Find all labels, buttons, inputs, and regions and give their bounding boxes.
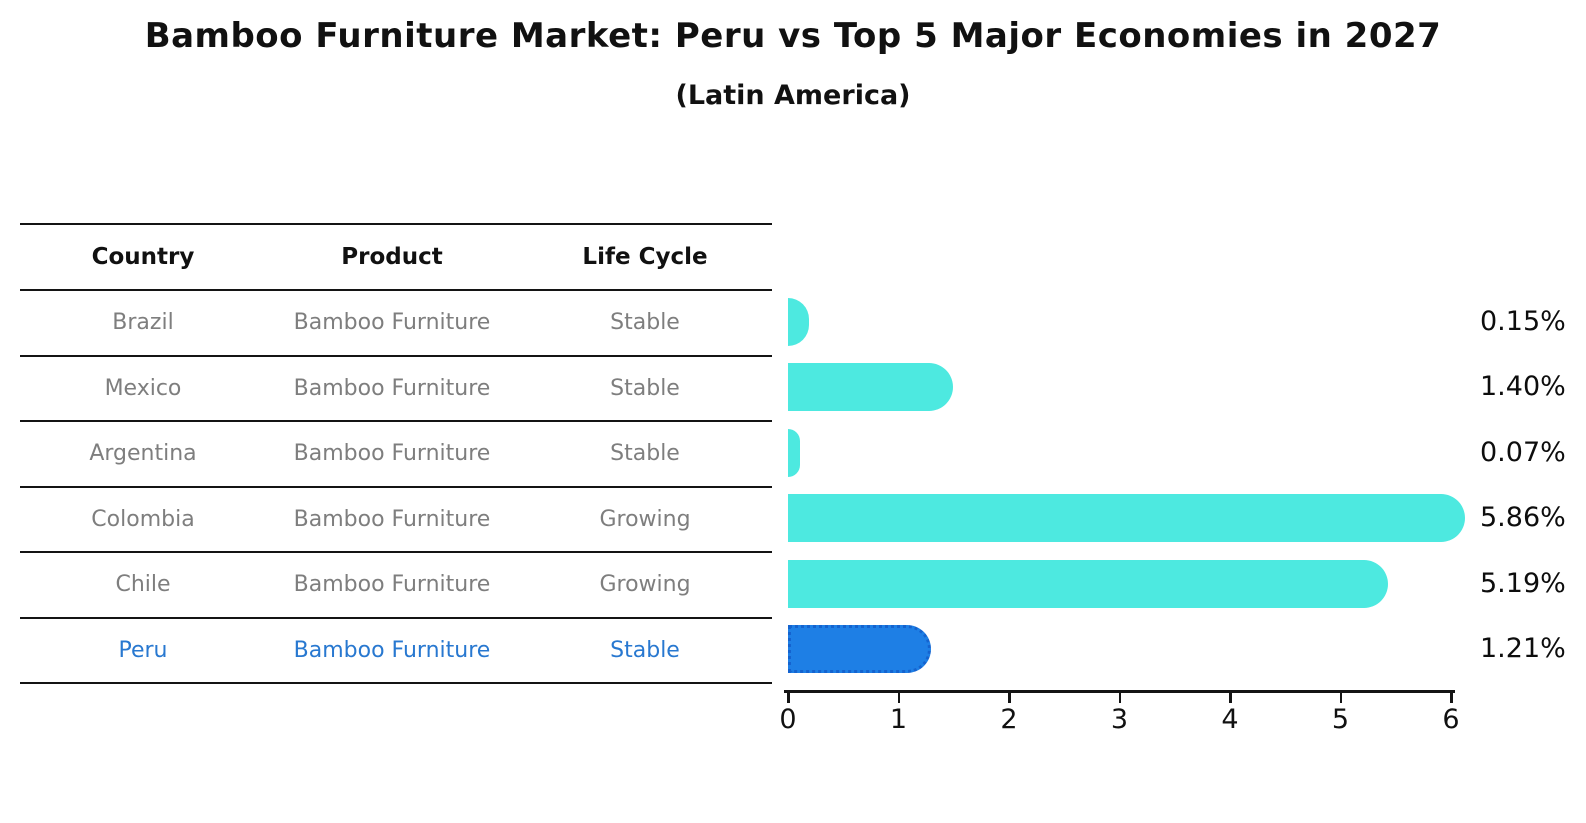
bar-peru [788,625,932,674]
bar-brazil [788,297,810,346]
table-cell-product: Bamboo Furniture [293,572,491,598]
bar-colombia [788,494,1466,543]
bar-chile [788,559,1389,608]
table-header-life-cycle: Life Cycle [582,244,708,270]
x-axis-tick-label: 1 [889,704,908,735]
table-body: Brazil Bamboo Furniture Stable Mexico Bamboo… [20,289,772,682]
x-axis-tick-label: 5 [1331,704,1350,735]
bar-value-label: 5.19% [1480,567,1566,599]
bar-value-label: 0.15% [1480,305,1566,337]
table-header-row: Country Product Life Cycle [20,223,772,289]
x-axis-line [784,690,1455,693]
table-cell-life-cycle: Stable [610,637,680,663]
table-cell-life-cycle: Growing [599,572,691,598]
table-cell-product: Bamboo Furniture [293,506,491,532]
table-cell-product: Bamboo Furniture [293,441,491,467]
table-cell-life-cycle: Stable [610,375,680,401]
table-cell-country: Peru [118,637,168,663]
table-cell-country: Argentina [89,441,197,467]
x-axis-tick-label: 6 [1442,704,1460,735]
table-cell-country: Chile [115,572,171,598]
table-cell-product: Bamboo Furniture [293,637,491,663]
table-row: Colombia Bamboo Furniture Growing [20,485,772,552]
table-cell-country: Mexico [104,375,182,401]
table-row: Argentina Bamboo Furniture Stable [20,420,772,486]
x-axis-tick [1229,693,1232,703]
x-axis-tick [897,693,900,703]
country-info-table: Country Product Life Cycle Brazil Bamboo … [20,223,772,684]
chart-title: Bamboo Furniture Market: Peru vs Top 5 M… [144,16,1442,56]
bar-argentina [788,428,801,477]
x-axis-tick [1008,693,1011,703]
bar-value-label: 0.07% [1480,436,1566,468]
table-row: Brazil Bamboo Furniture Stable [20,289,772,355]
x-axis-tick [1118,693,1121,703]
table-cell-country: Brazil [112,310,174,336]
bar-mexico [788,363,953,412]
bar-value-label: 5.86% [1480,502,1566,534]
table-cell-life-cycle: Stable [610,441,680,467]
x-axis-tick-label: 2 [1000,704,1018,735]
x-axis-tick-label: 0 [779,704,797,735]
table-row: Mexico Bamboo Furniture Stable [20,354,772,421]
table-header-product: Product [341,244,443,270]
chart-subtitle: (Latin America) [675,80,911,111]
x-axis-tick [1450,693,1453,703]
table-cell-product: Bamboo Furniture [293,310,491,336]
table-cell-product: Bamboo Furniture [293,375,491,401]
x-axis-tick [787,693,790,703]
table-row: Chile Bamboo Furniture Growing [20,551,772,617]
table-header-country: Country [91,244,195,270]
table-cell-life-cycle: Growing [599,506,691,532]
table-row: Peru Bamboo Furniture Stable [20,616,772,683]
x-axis-tick [1339,693,1342,703]
table-cell-life-cycle: Stable [610,310,680,336]
bar-value-label: 1.40% [1480,371,1566,403]
x-axis-tick-label: 4 [1221,704,1239,735]
bar-value-label: 1.21% [1480,633,1566,665]
x-axis-tick-label: 3 [1110,704,1129,735]
table-cell-country: Colombia [91,506,195,532]
